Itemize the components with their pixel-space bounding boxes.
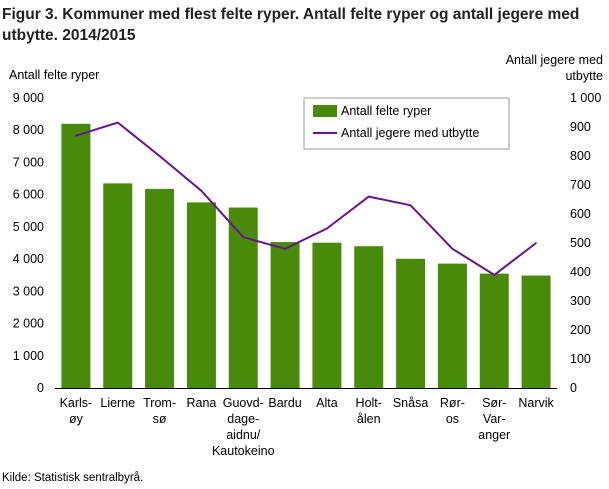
bar: [145, 188, 175, 388]
y-left-tick-label: 4 000: [13, 252, 44, 266]
line-point: [493, 274, 496, 276]
legend-bar-swatch: [313, 105, 337, 117]
x-tick-label: Rør-os: [440, 396, 465, 426]
y-axis-right-label: Antall jegere med utbytte: [505, 53, 603, 83]
bar: [186, 202, 216, 388]
legend-bar-label: Antall felte ryper: [341, 104, 431, 118]
x-tick-label: Sør-Var-anger: [478, 396, 510, 442]
x-tick-label: Rana: [186, 396, 216, 410]
bar: [437, 263, 467, 388]
y-left-tick-label: 1 000: [13, 349, 44, 363]
x-tick-label: Lierne: [100, 396, 135, 410]
y-right-tick-label: 700: [570, 178, 591, 192]
y-right-tick-label: 800: [570, 149, 591, 163]
bar: [61, 123, 91, 389]
y-right-tick-label: 500: [570, 236, 591, 250]
x-tick-label: Holt-ålen: [356, 396, 382, 426]
chart-title: Figur 3. Kommuner med flest felte ryper.…: [2, 6, 580, 44]
bar: [270, 242, 300, 388]
y-left-tick-label: 8 000: [13, 123, 44, 137]
y-left-tick-label: 3 000: [13, 284, 44, 298]
y-left-tick-label: 6 000: [13, 188, 44, 202]
bar: [354, 246, 384, 388]
line-point: [451, 248, 454, 250]
line-point: [75, 134, 77, 137]
x-tick-label: Narvik: [518, 396, 554, 410]
y-left-tick-label: 7 000: [13, 155, 44, 169]
line-point: [116, 121, 119, 124]
y-right-tick-label: 600: [570, 207, 591, 221]
y-left-tick-label: 9 000: [13, 91, 44, 105]
line-point: [200, 190, 203, 192]
y-right-tick-label: 1 000: [570, 91, 601, 105]
y-right-tick-label: 900: [570, 120, 591, 134]
line-point: [242, 236, 245, 238]
y-right-tick-label: 100: [570, 352, 591, 366]
line-point: [367, 195, 370, 198]
legend-box: [303, 97, 510, 150]
y-left-tick-label: 5 000: [13, 220, 44, 234]
line-point: [284, 248, 286, 250]
legend-line-label: Antall jegere med utbytte: [341, 126, 479, 140]
x-tick-label: Alta: [316, 396, 338, 410]
y-axis-left-label: Antall felte ryper: [9, 68, 100, 82]
x-tick-label: Guovd-dage-aidnu/Kautokeino: [212, 396, 275, 458]
line-point: [409, 204, 412, 207]
series-line: [75, 121, 537, 276]
bar: [479, 273, 509, 388]
line-point: [326, 227, 328, 230]
x-tick-label: Snåsa: [393, 396, 428, 410]
x-tick-label: Trom-sø: [143, 396, 176, 426]
chart-area: 0 1 000 2 000 3 000 4 000 5 000 6 000 7 000 8 00…: [13, 91, 602, 458]
line-point: [535, 242, 537, 244]
y-right-tick-label: 300: [570, 294, 591, 308]
bar: [312, 242, 342, 388]
y-left-tick-label: 2 000: [13, 317, 44, 331]
line-point: [158, 155, 161, 157]
y-right-tick-label: 400: [570, 265, 591, 279]
bar: [396, 258, 426, 388]
x-tick-label: Bardu: [268, 396, 301, 410]
x-tick-label: Karls-øy: [60, 396, 93, 426]
y-right-tick-label: 200: [570, 323, 591, 337]
bar: [103, 183, 133, 388]
bar: [521, 275, 551, 388]
y-right-tick-label: 0: [570, 381, 577, 395]
y-left-tick-label: 0: [37, 381, 44, 395]
source-note: Kilde: Statistisk sentralbyrå.: [2, 472, 144, 484]
bar: [228, 207, 258, 388]
